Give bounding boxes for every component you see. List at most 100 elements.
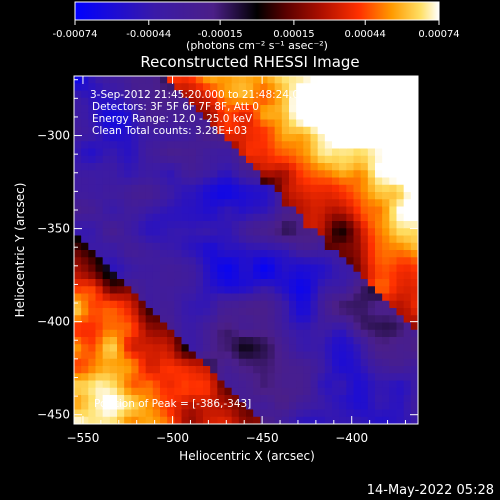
heatmap-cell <box>131 242 140 251</box>
heatmap-cell <box>238 380 247 389</box>
heatmap-cell <box>124 163 132 171</box>
heatmap-cell <box>102 126 111 135</box>
heatmap-cell <box>74 141 82 150</box>
heatmap-cell <box>145 286 154 295</box>
heatmap-cell <box>95 366 104 374</box>
heatmap-cell <box>181 141 190 150</box>
heatmap-cell <box>289 155 297 164</box>
heatmap-cell <box>203 308 211 316</box>
heatmap-cell <box>332 199 340 208</box>
heatmap-cell <box>367 257 376 266</box>
heatmap-cell <box>375 315 383 324</box>
heatmap-cell <box>160 329 168 338</box>
heatmap-cell <box>267 337 276 345</box>
heatmap-cell <box>138 76 147 84</box>
heatmap-cell <box>102 141 111 150</box>
heatmap-cell <box>346 112 355 121</box>
heatmap-cell <box>339 192 347 200</box>
heatmap-cell <box>102 264 111 273</box>
heatmap-cell <box>181 373 190 382</box>
heatmap-cell <box>382 416 390 424</box>
heatmap-cell <box>238 83 247 92</box>
heatmap-cell <box>231 322 240 331</box>
heatmap-cell <box>181 300 190 309</box>
heatmap-cell <box>274 141 283 150</box>
heatmap-cell <box>310 344 319 353</box>
heatmap-cell <box>317 358 326 367</box>
heatmap-cell <box>389 358 398 367</box>
heatmap-cell <box>367 337 376 345</box>
heatmap-cell <box>410 163 418 171</box>
heatmap-cell <box>217 293 226 302</box>
heatmap-cell <box>231 351 240 360</box>
heatmap-cell <box>131 126 140 135</box>
heatmap-cell <box>289 199 297 208</box>
heatmap-cell <box>246 286 254 295</box>
heatmap-cell <box>102 177 111 186</box>
heatmap-cell <box>267 315 276 324</box>
heatmap-cell <box>195 344 204 353</box>
heatmap-cell <box>267 119 276 128</box>
heatmap-cell <box>367 315 376 324</box>
heatmap-cell <box>281 322 290 331</box>
heatmap-cell <box>310 387 319 396</box>
heatmap-cell <box>382 148 390 157</box>
heatmap-cell <box>317 163 326 171</box>
heatmap-cell <box>109 213 118 222</box>
heatmap-cell <box>317 170 326 179</box>
heatmap-cell <box>224 387 233 396</box>
heatmap-cell <box>224 409 233 418</box>
heatmap-cell <box>274 112 283 121</box>
heatmap-cell <box>117 213 125 222</box>
heatmap-cell <box>181 271 190 280</box>
heatmap-cell <box>296 409 304 418</box>
heatmap-cell <box>389 366 398 374</box>
heatmap-cell <box>188 155 197 164</box>
heatmap-cell <box>102 366 111 374</box>
chart-title: Reconstructed RHESSI Image <box>140 53 359 71</box>
heatmap-cell <box>260 126 269 135</box>
heatmap-cell <box>389 163 398 171</box>
heatmap-cell <box>167 387 175 396</box>
heatmap-cell <box>188 163 197 171</box>
heatmap-cell <box>152 358 161 367</box>
heatmap-cell <box>188 409 197 418</box>
heatmap-cell <box>195 155 204 164</box>
heatmap-cell <box>296 300 304 309</box>
heatmap-cell <box>95 286 104 295</box>
heatmap-cell <box>167 235 175 244</box>
heatmap-cell <box>296 213 304 222</box>
heatmap-cell <box>88 257 97 266</box>
heatmap-cell <box>324 199 333 208</box>
heatmap-cell <box>367 141 376 150</box>
heatmap-cell <box>303 358 312 367</box>
heatmap-cell <box>260 148 269 157</box>
heatmap-cell <box>346 90 355 99</box>
heatmap-cell <box>310 105 319 113</box>
colorbar-tick-label: 0.00074 <box>418 29 459 40</box>
heatmap-cell <box>289 380 297 389</box>
heatmap-cell <box>289 90 297 99</box>
heatmap-cell <box>224 380 233 389</box>
heatmap-cell <box>152 76 161 84</box>
heatmap-cell <box>324 83 333 92</box>
heatmap-cell <box>274 126 283 135</box>
heatmap-cell <box>346 242 355 251</box>
x-tick-label: −550 <box>66 431 99 445</box>
heatmap-cell <box>339 163 347 171</box>
heatmap-cell <box>410 105 418 113</box>
heatmap-cell <box>117 315 125 324</box>
heatmap-cell <box>102 373 111 382</box>
heatmap-cell <box>396 300 405 309</box>
heatmap-cell <box>195 271 204 280</box>
heatmap-cell <box>289 134 297 142</box>
heatmap-cell <box>117 257 125 266</box>
heatmap-cell <box>389 286 398 295</box>
heatmap-cell <box>324 76 333 84</box>
heatmap-cell <box>224 105 233 113</box>
heatmap-cell <box>195 119 204 128</box>
heatmap-cell <box>410 184 418 193</box>
heatmap-cell <box>203 271 211 280</box>
heatmap-cell <box>231 373 240 382</box>
heatmap-cell <box>145 177 154 186</box>
